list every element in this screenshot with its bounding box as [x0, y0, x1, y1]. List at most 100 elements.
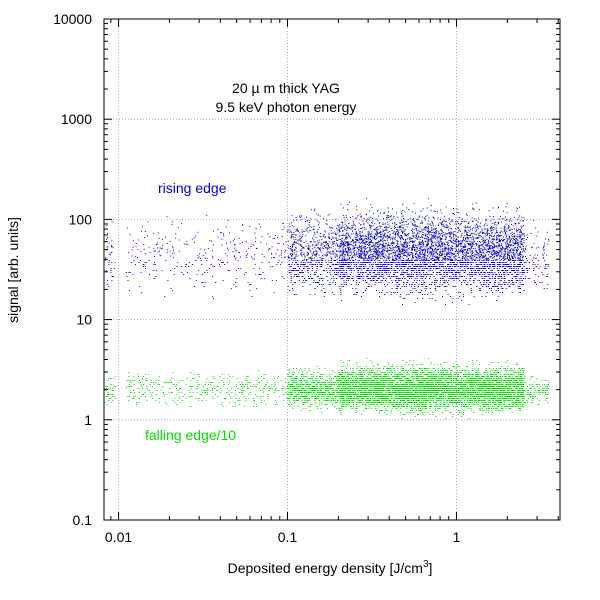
data-point — [401, 256, 403, 258]
data-point — [330, 260, 332, 261]
data-point — [335, 255, 337, 257]
data-point — [453, 238, 455, 239]
data-point — [373, 235, 375, 237]
data-point — [335, 268, 337, 269]
data-point — [389, 225, 391, 227]
data-point — [413, 262, 414, 263]
data-point — [505, 237, 507, 239]
data-point — [443, 244, 445, 246]
data-point — [471, 262, 473, 263]
data-point — [477, 232, 479, 234]
data-point — [485, 242, 487, 244]
data-point — [448, 280, 450, 281]
data-point — [383, 227, 385, 229]
data-point — [440, 218, 441, 220]
data-point — [310, 258, 312, 259]
data-point — [281, 235, 283, 237]
data-point — [139, 260, 141, 261]
data-point — [452, 208, 454, 209]
data-point — [343, 270, 345, 271]
data-point — [477, 280, 479, 281]
data-point — [360, 235, 362, 237]
data-point — [306, 280, 308, 281]
data-point — [454, 260, 456, 261]
data-point — [219, 264, 220, 265]
data-point — [349, 252, 351, 254]
data-point — [427, 223, 429, 225]
data-point — [336, 254, 338, 256]
data-point — [514, 260, 516, 261]
data-point — [356, 255, 358, 257]
data-point — [391, 237, 393, 239]
data-point — [485, 223, 487, 225]
data-point — [411, 224, 413, 226]
data-point — [258, 274, 260, 275]
data-point — [467, 258, 469, 260]
data-point — [358, 278, 360, 279]
data-point — [520, 251, 522, 253]
data-point — [427, 249, 429, 251]
data-point — [481, 264, 483, 265]
data-point — [176, 266, 178, 267]
data-point — [485, 260, 487, 261]
data-point — [493, 253, 494, 255]
data-point — [414, 250, 416, 252]
data-point — [340, 243, 342, 245]
data-point — [424, 290, 426, 291]
data-point — [496, 264, 498, 265]
data-point — [455, 272, 457, 273]
data-point — [133, 260, 135, 261]
data-point — [361, 231, 363, 233]
data-point — [409, 284, 410, 285]
data-point — [459, 250, 460, 252]
data-point — [353, 264, 355, 265]
data-point — [495, 286, 497, 287]
data-point — [347, 245, 349, 246]
data-point — [331, 262, 333, 263]
data-point — [141, 292, 143, 293]
data-point — [481, 276, 483, 277]
data-point — [365, 276, 367, 277]
data-point — [338, 229, 340, 231]
data-point — [344, 251, 346, 253]
data-point — [314, 294, 316, 295]
data-point — [347, 259, 349, 261]
data-point — [309, 294, 311, 295]
data-point — [520, 235, 522, 237]
data-point — [358, 247, 360, 249]
data-point — [392, 233, 394, 235]
data-point — [195, 280, 197, 281]
data-point — [517, 242, 519, 244]
data-point — [322, 260, 323, 261]
data-point — [517, 274, 518, 275]
data-point — [289, 264, 290, 265]
data-point — [485, 258, 487, 260]
data-point — [456, 272, 458, 273]
data-point — [431, 270, 433, 271]
data-point — [340, 262, 342, 263]
data-point — [395, 257, 397, 259]
data-point — [477, 246, 479, 248]
data-point — [292, 249, 294, 251]
data-point — [503, 253, 505, 255]
data-point — [380, 243, 382, 245]
data-point — [445, 290, 447, 291]
data-point — [306, 259, 308, 260]
data-point — [388, 244, 390, 246]
data-point — [111, 245, 113, 247]
data-point — [385, 242, 387, 244]
data-point — [402, 227, 404, 228]
data-point — [466, 262, 468, 263]
data-point — [114, 262, 116, 263]
data-point — [375, 245, 377, 247]
data-point — [498, 244, 500, 246]
data-point — [368, 236, 369, 238]
data-point — [484, 228, 486, 229]
data-point — [505, 232, 506, 234]
data-point — [468, 260, 470, 261]
data-point — [374, 255, 376, 257]
data-point — [454, 278, 456, 279]
data-point — [331, 232, 333, 234]
data-point — [493, 246, 495, 248]
data-point — [472, 235, 474, 237]
